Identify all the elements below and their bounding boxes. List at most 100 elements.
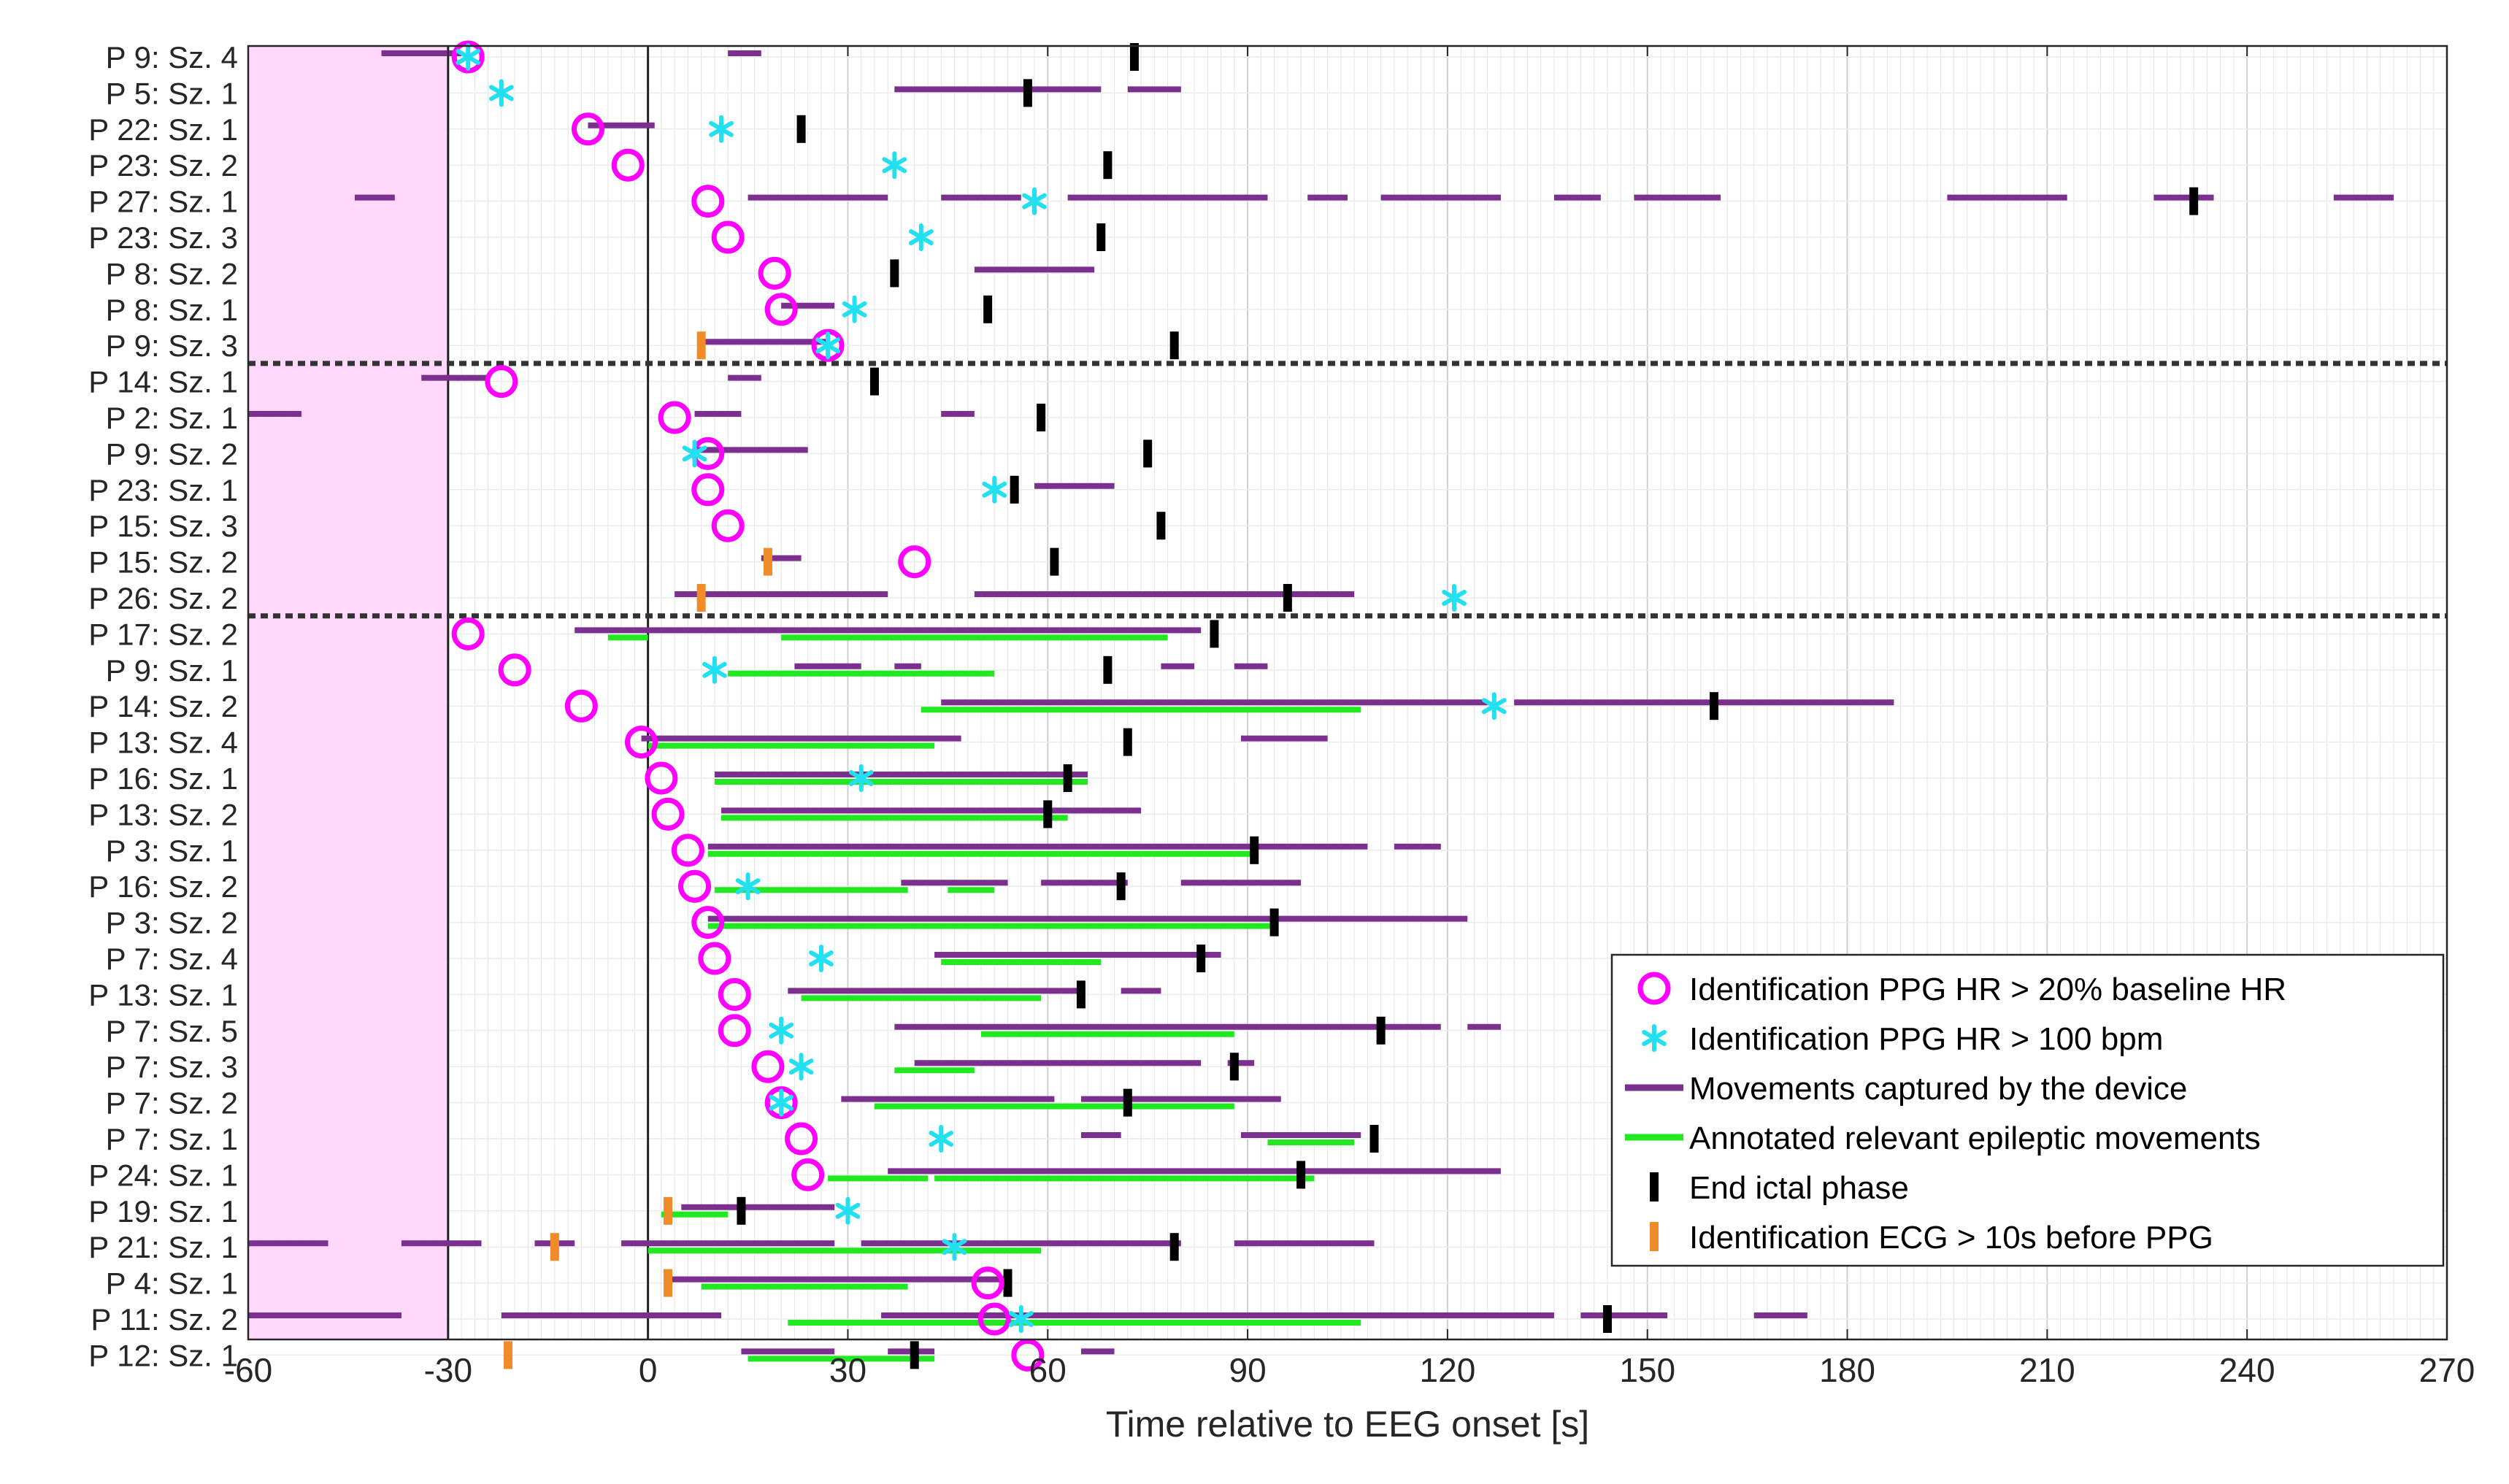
row-label: P 27: Sz. 1 <box>88 185 238 219</box>
ppg-hr-100bpm-marker <box>908 223 934 251</box>
seizure-row <box>248 401 1046 434</box>
asterisk-stroke <box>809 950 834 966</box>
ppg-hr-20pct-marker <box>971 1266 1004 1300</box>
ppg-hr-20pct-marker <box>645 761 678 795</box>
seizure-row <box>498 653 1268 687</box>
seizure-row <box>488 79 1181 107</box>
end-ictal-marker <box>1156 512 1166 540</box>
legend-label: Identification PPG HR > 100 bpm <box>1689 1021 2163 1057</box>
end-ictal-marker <box>1210 620 1219 648</box>
seizure-row <box>248 1233 1375 1261</box>
seizure-row <box>645 761 1088 795</box>
x-tick-label: 0 <box>639 1351 658 1389</box>
end-ictal-marker <box>910 1341 919 1369</box>
x-axis-ticks: -60 -30 0 30 60 90 120 150 180 210 240 270 <box>224 46 2475 1389</box>
ppg-hr-20pct-marker <box>691 906 725 939</box>
seizure-row <box>571 112 806 146</box>
ppg-hr-100bpm-marker <box>942 1233 967 1261</box>
row-label: P 23: Sz. 2 <box>88 148 238 182</box>
seizure-row <box>764 293 993 326</box>
ppg-hr-100bpm-marker <box>488 79 514 107</box>
asterisk-stroke <box>982 481 1007 498</box>
seizure-row <box>678 869 1302 903</box>
end-ictal-marker <box>1250 836 1259 864</box>
seizure-row <box>711 220 1106 254</box>
legend-item: Movements captured by the device <box>1625 1071 2187 1107</box>
end-ictal-marker <box>737 1196 746 1225</box>
ppg-hr-20pct-marker <box>785 1122 818 1156</box>
ppg-hr-100bpm-marker <box>1442 584 1467 612</box>
ppg-hr-100bpm-marker <box>769 1016 794 1045</box>
seizure-row <box>758 256 1095 290</box>
ppg-hr-20pct-marker <box>498 653 531 687</box>
end-ictal-marker <box>1037 404 1046 431</box>
row-label: P 14: Sz. 1 <box>88 365 238 399</box>
row-label: P 8: Sz. 1 <box>106 293 238 327</box>
x-tick-label: 240 <box>2219 1351 2275 1389</box>
ppg-hr-100bpm-marker <box>1022 187 1047 215</box>
legend-item: Annotated relevant epileptic movements <box>1625 1120 2261 1156</box>
x-tick-label: 30 <box>829 1351 867 1389</box>
ppg-hr-20pct-marker <box>764 293 798 326</box>
ecg-identification-marker <box>664 1269 673 1297</box>
row-label: P 17: Sz. 2 <box>88 617 238 651</box>
asterisk-stroke <box>456 49 481 65</box>
asterisk-stroke <box>769 1022 794 1039</box>
ppg-hr-100bpm-marker <box>702 656 727 684</box>
legend-label: Identification PPG HR > 20% baseline HR <box>1689 972 2286 1007</box>
asterisk-stroke <box>709 120 734 137</box>
legend-box <box>1610 953 2445 1267</box>
end-ictal-marker <box>1103 656 1113 684</box>
ppg-hr-20pct-marker <box>451 617 485 650</box>
end-ictal-marker <box>1076 980 1086 1009</box>
group-separators <box>248 361 2447 619</box>
asterisk-stroke <box>908 229 934 245</box>
seizure-row <box>751 1050 1255 1083</box>
ppg-hr-20pct-marker <box>711 220 745 254</box>
row-label: P 26: Sz. 2 <box>88 581 238 615</box>
row-label: P 5: Sz. 1 <box>106 76 238 110</box>
row-label: P 7: Sz. 5 <box>106 1014 238 1048</box>
seizure-row <box>682 437 1153 470</box>
asterisk-stroke <box>1022 193 1047 209</box>
row-label: P 8: Sz. 2 <box>106 256 238 291</box>
legend-item: Identification PPG HR > 100 bpm <box>1642 1021 2163 1057</box>
end-ictal-marker <box>1602 1305 1612 1333</box>
seizure-row <box>248 1302 1807 1336</box>
row-label: P 4: Sz. 1 <box>106 1266 238 1301</box>
seizure-row <box>611 148 1113 182</box>
ppg-hr-100bpm-marker <box>735 872 761 901</box>
seizure-row <box>381 40 1139 74</box>
row-label: P 13: Sz. 1 <box>88 977 238 1012</box>
legend: Identification PPG HR > 20% baseline HR I… <box>1610 953 2445 1267</box>
ecg-identification-marker <box>763 547 772 576</box>
row-label: P 7: Sz. 4 <box>106 942 238 976</box>
end-ictal-marker <box>1116 872 1126 901</box>
seizure-row <box>503 1338 1115 1372</box>
shaded-pre-onset-band <box>248 46 448 1339</box>
asterisk-stroke <box>702 661 727 678</box>
ppg-hr-20pct-marker <box>751 1050 785 1083</box>
ppg-hr-20pct-marker <box>485 365 518 399</box>
asterisk-stroke <box>1008 1311 1034 1327</box>
ppg-hr-100bpm-marker <box>882 151 907 180</box>
ppg-hr-20pct-marker <box>977 1302 1011 1336</box>
ppg-hr-100bpm-marker <box>1008 1305 1034 1333</box>
row-label: P 2: Sz. 1 <box>106 401 238 435</box>
x-tick-label: 150 <box>1619 1351 1675 1389</box>
legend-label: Identification ECG > 10s before PPG <box>1689 1220 2213 1256</box>
legend-asterisk-symbol <box>1642 1024 1667 1052</box>
seizure-row <box>791 1158 1501 1191</box>
ppg-hr-20pct-marker <box>611 148 645 182</box>
seizure-row <box>661 1196 861 1225</box>
end-ictal-marker <box>1369 1125 1379 1153</box>
x-tick-label: -30 <box>424 1351 472 1389</box>
legend-circle-symbol <box>1637 972 1671 1005</box>
legend-label: End ictal phase <box>1689 1170 1909 1206</box>
legend-item: Identification ECG > 10s before PPG <box>1650 1220 2213 1256</box>
asterisk-stroke <box>842 301 867 318</box>
end-ictal-marker <box>1229 1053 1239 1081</box>
end-ictal-marker <box>869 367 879 396</box>
end-ictal-marker <box>1103 151 1113 180</box>
row-label: P 23: Sz. 1 <box>88 473 238 507</box>
